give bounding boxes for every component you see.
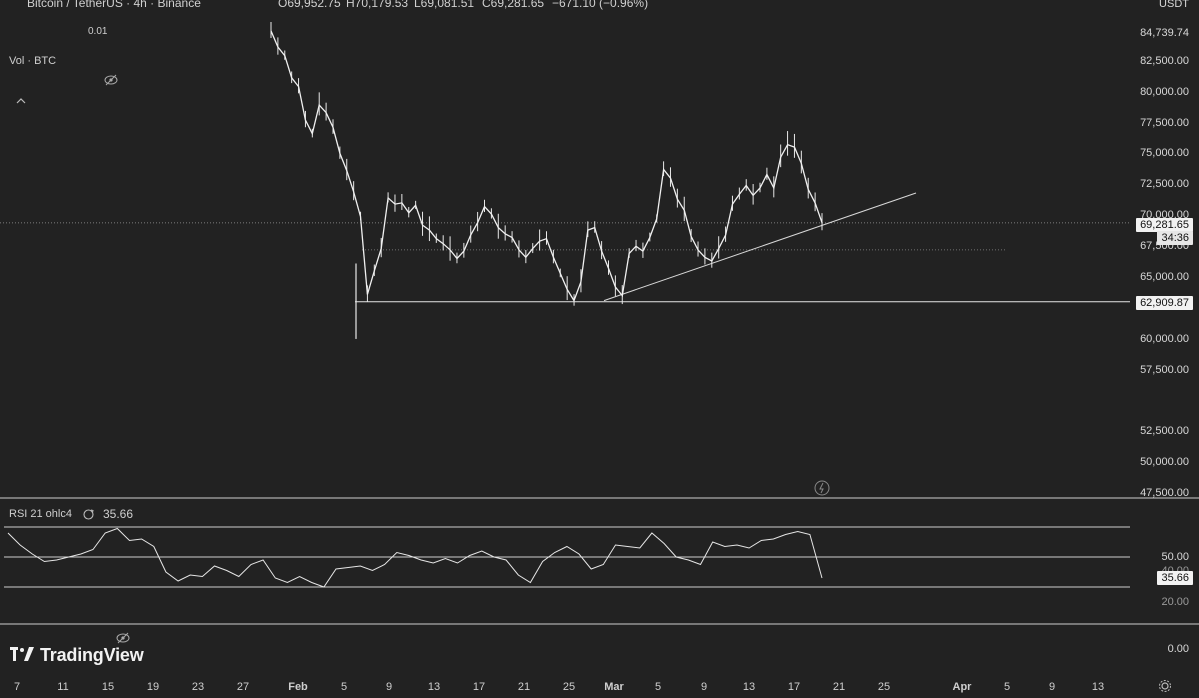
current-price-tag: 69,281.65 — [1136, 218, 1193, 232]
ohlc-high: H70,179.53 — [346, 0, 409, 10]
currency-label[interactable]: USDT — [1159, 0, 1189, 10]
rsi-tick: 0.00 — [1167, 643, 1189, 655]
gear-icon[interactable] — [1158, 679, 1172, 693]
time-tick: 13 — [742, 681, 756, 693]
trendline — [603, 192, 917, 302]
rsi-label[interactable]: RSI 21 ohlc4 — [9, 508, 72, 520]
time-tick: 9 — [1048, 681, 1056, 693]
price-tick: 50,000.00 — [1140, 456, 1189, 468]
time-tick: 27 — [236, 681, 250, 693]
price-series-line — [270, 30, 823, 303]
time-tick: 17 — [787, 681, 801, 693]
ohlc-close: C69,281.65 — [482, 0, 545, 10]
rsi-tick: 50.00 — [1161, 551, 1189, 563]
price-tick: 84,739.74 — [1140, 27, 1189, 39]
price-tick: 60,000.00 — [1140, 333, 1189, 345]
time-tick: 17 — [472, 681, 486, 693]
ohlc-change: −671.10 (−0.96%) — [552, 0, 649, 10]
time-tick: 15 — [101, 681, 115, 693]
price-tick: 82,500.00 — [1140, 55, 1189, 67]
ohlc-low: L69,081.51 — [414, 0, 475, 10]
tradingview-logo[interactable]: TradingView — [10, 645, 144, 666]
rsi-series-line — [7, 527, 823, 588]
time-tick: 13 — [427, 681, 441, 693]
tv-mark-icon — [10, 646, 34, 666]
time-tick: 5 — [340, 681, 348, 693]
eye-hidden-icon[interactable] — [115, 631, 131, 645]
rsi-tick: 20.00 — [1161, 596, 1189, 608]
time-tick-month: Apr — [952, 681, 972, 693]
volume-label[interactable]: Vol · BTC — [9, 55, 57, 67]
symbol-title[interactable]: Bitcoin / TetherUS · 4h · Binance — [27, 0, 201, 10]
support-price-tag: 62,909.87 — [1136, 296, 1193, 310]
time-tick: 11 — [57, 681, 69, 693]
time-tick-month: Mar — [604, 681, 624, 693]
price-tick: 77,500.00 — [1140, 117, 1189, 129]
time-tick: 19 — [146, 681, 160, 693]
chevron-up-icon[interactable] — [15, 96, 27, 106]
time-tick: 25 — [877, 681, 891, 693]
price-tick: 72,500.00 — [1140, 178, 1189, 190]
time-tick: 5 — [1003, 681, 1011, 693]
time-tick: 25 — [562, 681, 576, 693]
time-tick-month: Feb — [288, 681, 308, 693]
eye-hidden-icon[interactable] — [103, 73, 119, 87]
settings-cycle-icon[interactable] — [82, 508, 95, 521]
brand-name: TradingView — [40, 645, 144, 665]
time-tick: 23 — [191, 681, 205, 693]
rsi-current-tag: 35.66 — [1157, 571, 1193, 585]
tick-size: 0.01 — [88, 26, 108, 37]
price-tick: 57,500.00 — [1140, 364, 1189, 376]
price-tick: 80,000.00 — [1140, 86, 1189, 98]
time-tick: 7 — [13, 681, 21, 693]
time-tick: 9 — [700, 681, 708, 693]
time-tick: 9 — [385, 681, 393, 693]
time-tick: 21 — [832, 681, 846, 693]
price-tick: 65,000.00 — [1140, 271, 1189, 283]
price-tick: 75,000.00 — [1140, 147, 1189, 159]
bar-countdown-tag: 34:36 — [1157, 231, 1193, 245]
price-tick: 52,500.00 — [1140, 425, 1189, 437]
ohlc-open: O69,952.75 — [278, 0, 341, 10]
rsi-value: 35.66 — [103, 507, 134, 521]
time-tick: 13 — [1091, 681, 1105, 693]
time-tick: 5 — [654, 681, 662, 693]
lightning-icon[interactable] — [814, 480, 830, 496]
time-tick: 21 — [517, 681, 531, 693]
price-tick: 47,500.00 — [1140, 487, 1189, 499]
